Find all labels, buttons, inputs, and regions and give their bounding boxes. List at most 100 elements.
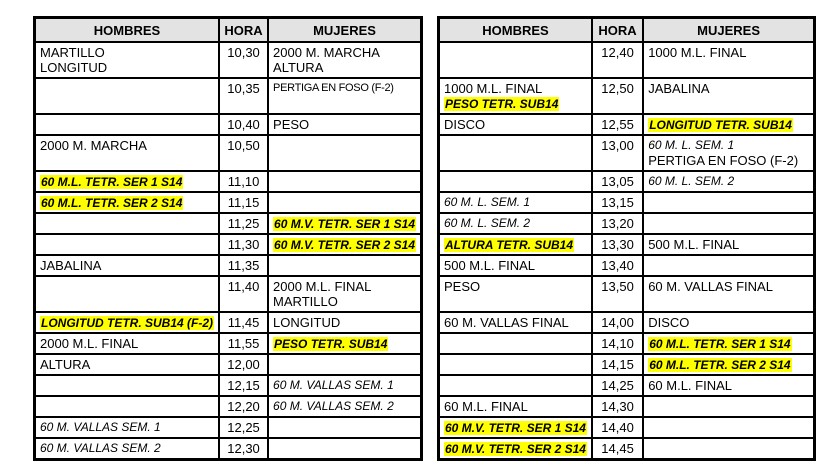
hombres-cell: [437, 373, 593, 397]
schedule-row: 60 M.L. TETR. SER 2 S14 11,15: [33, 190, 423, 214]
hombres-cell: [33, 211, 221, 235]
mujeres-cell: [642, 253, 816, 277]
event-label: 500 M.L. FINAL: [444, 257, 536, 273]
hora-cell: 10,30: [218, 40, 270, 79]
hombres-cell: [33, 373, 221, 397]
mujeres-cell: PESO TETR. SUB14: [267, 331, 423, 355]
hora-cell: 14,45: [590, 436, 645, 460]
mujeres-cell: [267, 169, 423, 193]
event-label: MARTILLO: [40, 44, 105, 60]
mujeres-cell: 60 M. L. SEM. 1 PERTIGA EN FOSO (F-2): [642, 133, 816, 172]
hora-cell: 11,10: [218, 169, 270, 193]
hora-cell: 14,15: [590, 352, 645, 376]
schedule-row: 60 M. VALLAS SEM. 1 12,25: [33, 415, 423, 439]
event-label: PESO TETR. SUB14: [273, 336, 416, 352]
schedule-table-morning: HOMBRES HORA MUJERES MARTILLO LONGITUD 10,…: [33, 16, 423, 461]
hombres-cell: 60 M.L. TETR. SER 2 S14: [33, 190, 221, 214]
mujeres-cell: LONGITUD: [267, 310, 423, 334]
hombres-cell: [33, 76, 221, 115]
hora-cell: 14,25: [590, 373, 645, 397]
hora-cell: 10,40: [218, 112, 270, 136]
event-label: 2000 M. MARCHA: [40, 137, 147, 153]
mujeres-cell: [642, 415, 816, 439]
event-label: 60 M. VALLAS SEM. 2: [40, 440, 161, 455]
hora-cell: 12,30: [218, 436, 270, 461]
mujeres-cell: [642, 190, 816, 214]
hombres-cell: 2000 M. MARCHA: [33, 133, 221, 172]
event-label: 60 M. VALLAS FINAL: [648, 278, 773, 294]
mujeres-cell: PESO: [267, 112, 423, 136]
schedule-row: 12,40 1000 M.L. FINAL: [437, 40, 816, 79]
mujeres-cell: [267, 415, 423, 439]
mujeres-cell: 60 M. VALLAS FINAL: [642, 274, 816, 313]
event-label: DISCO: [444, 116, 486, 132]
schedule-row: 14,15 60 M.L. TETR. SER 2 S14: [437, 352, 816, 376]
event-label: PESO TETR. SUB14: [444, 96, 587, 112]
mujeres-cell: 60 M.L. TETR. SER 2 S14: [642, 352, 816, 376]
schedule-row: 60 M.V. TETR. SER 2 S14 14,45: [437, 436, 816, 460]
highlighted-event-label: ALTURA TETR. SUB14: [444, 237, 575, 252]
hora-cell: 14,30: [590, 394, 645, 418]
hora-cell: 12,40: [590, 40, 645, 79]
event-label: 60 M.L. FINAL: [648, 377, 732, 393]
hora-cell: 13,05: [590, 169, 645, 193]
event-label: LONGITUD: [273, 314, 341, 330]
hora-cell: 12,50: [590, 76, 645, 115]
hombres-cell: 60 M.L. TETR. SER 1 S14: [33, 169, 221, 193]
schedule-row: 500 M.L. FINAL 13,40: [437, 253, 816, 277]
event-label: MARTILLO: [273, 293, 338, 309]
highlighted-event-label: PESO TETR. SUB14: [444, 96, 560, 111]
hombres-cell: MARTILLO LONGITUD: [33, 40, 221, 79]
col-header-hombres: HOMBRES: [437, 16, 593, 43]
mujeres-cell: [642, 211, 816, 235]
event-label: 500 M.L. FINAL: [648, 236, 740, 252]
hombres-cell: 2000 M.L. FINAL: [33, 331, 221, 355]
highlighted-event-label: 60 M.L. TETR. SER 1 S14: [648, 336, 792, 351]
event-label: 1000 M.L. FINAL: [648, 44, 747, 60]
hora-cell: 12,20: [218, 394, 270, 418]
hora-cell: 11,45: [218, 310, 270, 334]
mujeres-cell: 60 M. VALLAS SEM. 1: [267, 373, 423, 397]
mujeres-cell: 60 M.L. TETR. SER 1 S14: [642, 331, 816, 355]
mujeres-cell: 60 M. VALLAS SEM. 2: [267, 394, 423, 418]
schedule-table-afternoon: HOMBRES HORA MUJERES 12,40 1000 M.L. FINA…: [437, 16, 816, 461]
mujeres-cell: 60 M.V. TETR. SER 2 S14: [267, 232, 423, 256]
event-label: JABALINA: [40, 257, 102, 273]
event-label: 60 M. VALLAS SEM. 1: [273, 377, 394, 392]
header-row: HOMBRES HORA MUJERES: [437, 16, 816, 43]
event-label: 60 M. VALLAS SEM. 2: [273, 398, 394, 413]
highlighted-event-label: 60 M.V. TETR. SER 2 S14: [444, 441, 587, 456]
schedule-row: 11,25 60 M.V. TETR. SER 1 S14: [33, 211, 423, 235]
hora-cell: 13,20: [590, 211, 645, 235]
schedule-row: 12,20 60 M. VALLAS SEM. 2: [33, 394, 423, 418]
highlighted-event-label: 60 M.V. TETR. SER 1 S14: [444, 420, 587, 435]
schedule-row: JABALINA 11,35: [33, 253, 423, 277]
hora-cell: 10,35: [218, 76, 270, 115]
hombres-cell: 1000 M.L. FINAL PESO TETR. SUB14: [437, 76, 593, 115]
event-label: 60 M.L. TETR. SER 2 S14: [648, 357, 809, 373]
event-label: DISCO: [648, 314, 690, 330]
schedule-row: 60 M. L. SEM. 2 13,20: [437, 211, 816, 235]
mujeres-cell: DISCO: [642, 310, 816, 334]
event-label: 60 M.L. FINAL: [444, 398, 528, 414]
schedule-row: 11,30 60 M.V. TETR. SER 2 S14: [33, 232, 423, 256]
event-label: JABALINA: [648, 80, 710, 96]
schedule-row: 10,40 PESO: [33, 112, 423, 136]
event-label: ALTURA: [40, 356, 91, 372]
schedule-row: DISCO 12,55 LONGITUD TETR. SUB14: [437, 112, 816, 136]
mujeres-cell: [267, 190, 423, 214]
col-header-hora: HORA: [218, 16, 270, 43]
hombres-cell: [33, 394, 221, 418]
event-label: 60 M. L. SEM. 1: [648, 137, 735, 152]
event-label: LONGITUD TETR. SUB14: [648, 117, 809, 133]
event-label: 60 M.V. TETR. SER 1 S14: [273, 216, 416, 232]
hora-cell: 11,25: [218, 211, 270, 235]
hombres-cell: ALTURA: [33, 352, 221, 376]
mujeres-cell: [642, 436, 816, 460]
hora-cell: 12,25: [218, 415, 270, 439]
schedule-row: 2000 M. MARCHA 10,50: [33, 133, 423, 172]
event-label: ALTURA: [273, 59, 324, 75]
event-label: 2000 M. MARCHA: [273, 44, 380, 60]
hora-cell: 12,00: [218, 352, 270, 376]
